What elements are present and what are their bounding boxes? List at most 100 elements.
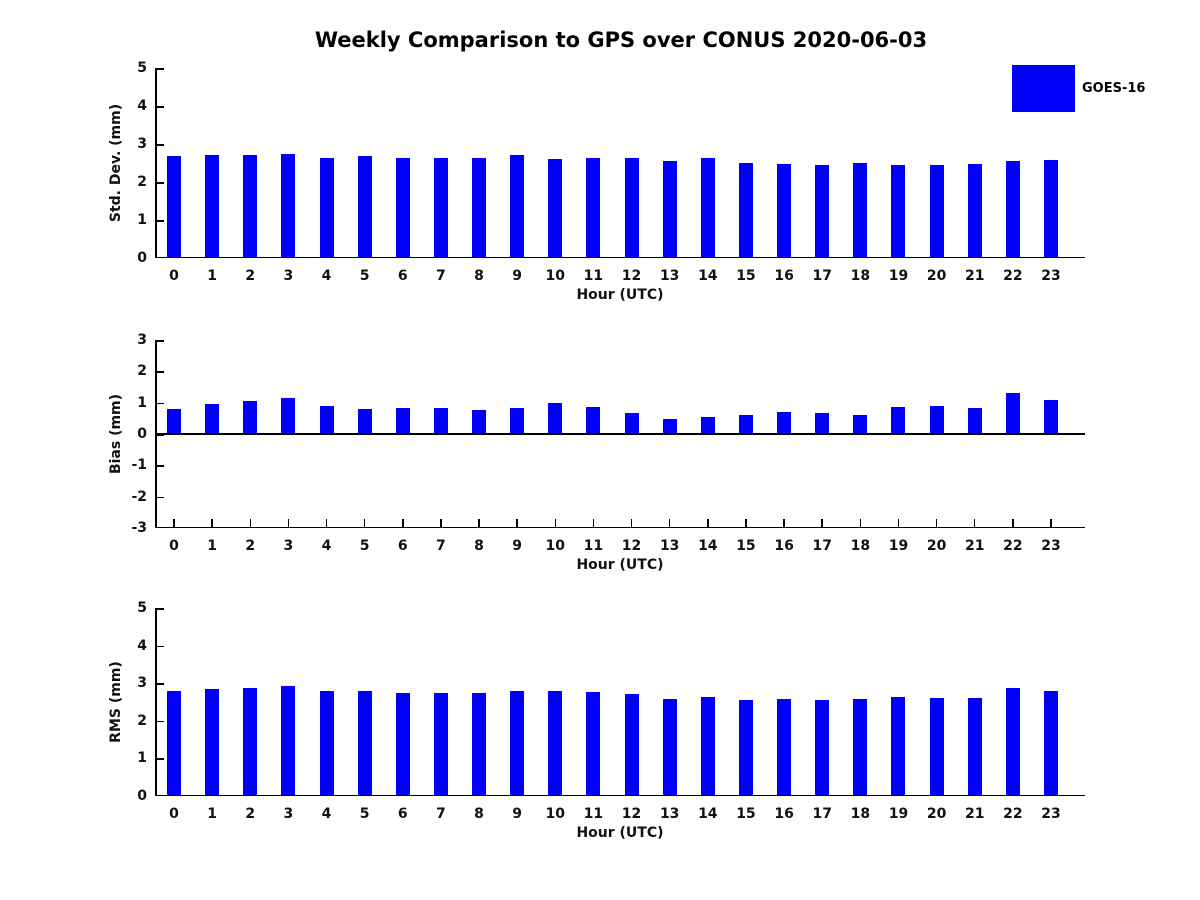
bar-hour-9 <box>510 408 525 434</box>
x-axis-label-stddev: Hour (UTC) <box>576 287 664 303</box>
x-tick-label: 18 <box>850 268 871 284</box>
legend-swatch-goes16 <box>1012 65 1075 112</box>
x-tick-label: 9 <box>512 538 523 554</box>
bar-hour-21 <box>967 164 982 258</box>
x-tick-label: 19 <box>888 538 909 554</box>
bar-hour-8 <box>472 693 487 796</box>
x-tick <box>592 519 595 528</box>
chart-title: Weekly Comparison to GPS over CONUS 2020… <box>314 28 928 52</box>
bar-hour-18 <box>853 415 868 434</box>
bar-hour-1 <box>205 154 220 258</box>
bar-hour-21 <box>967 698 982 796</box>
x-tick-label: 3 <box>283 538 294 554</box>
x-tick-label: 5 <box>359 268 370 284</box>
y-tick <box>155 402 164 405</box>
bar-hour-17 <box>815 164 830 258</box>
bar-hour-5 <box>357 691 372 796</box>
bar-hour-5 <box>357 408 372 434</box>
bar-hour-4 <box>319 157 334 258</box>
x-tick-label: 23 <box>1041 268 1061 284</box>
bar-hour-6 <box>395 693 410 796</box>
y-tick <box>155 182 164 184</box>
bar-hour-9 <box>510 155 525 258</box>
y-tick <box>155 645 164 648</box>
bar-hour-0 <box>167 155 181 258</box>
x-tick-label: 12 <box>621 806 642 822</box>
x-tick <box>783 519 785 528</box>
x-tick <box>325 519 328 528</box>
x-tick-label: 16 <box>774 268 794 284</box>
y-tick-label: 3 <box>137 136 147 152</box>
bar-hour-7 <box>433 158 448 258</box>
bar-hour-14 <box>700 696 715 796</box>
y-tick <box>155 720 164 723</box>
x-tick-label: 18 <box>850 538 871 554</box>
bar-hour-11 <box>586 406 601 434</box>
bar-hour-17 <box>815 413 830 434</box>
bar-hour-14 <box>700 417 715 434</box>
x-tick-label: 14 <box>698 268 718 284</box>
bar-hour-9 <box>510 690 525 796</box>
legend: GOES-16 <box>1012 65 1145 112</box>
x-tick <box>516 519 518 528</box>
y-tick <box>155 144 164 146</box>
x-tick-label: 2 <box>245 268 256 284</box>
x-tick <box>821 519 823 528</box>
y-tick-label: 0 <box>137 788 147 804</box>
y-tick <box>155 608 164 610</box>
x-tick-label: 9 <box>512 268 523 284</box>
bar-hour-20 <box>929 164 944 258</box>
bar-hour-16 <box>777 412 792 434</box>
bar-hour-13 <box>662 161 677 258</box>
bar-hour-16 <box>777 163 792 258</box>
x-axis-spine <box>155 256 1085 258</box>
y-tick-label: 2 <box>137 712 147 729</box>
y-tick <box>155 434 164 436</box>
y-tick-label: 4 <box>137 637 147 654</box>
y-tick-label: 1 <box>137 394 147 411</box>
y-tick <box>155 758 164 760</box>
y-tick <box>155 465 164 467</box>
x-tick <box>173 519 175 528</box>
bar-hour-19 <box>891 165 906 258</box>
bar-hour-2 <box>243 687 258 796</box>
bar-hour-19 <box>891 406 906 434</box>
x-tick-label: 17 <box>812 538 832 554</box>
bar-hour-13 <box>662 698 677 796</box>
x-tick <box>935 519 938 528</box>
x-tick <box>363 519 366 528</box>
bar-hour-3 <box>281 685 296 796</box>
bar-hour-6 <box>395 407 410 434</box>
x-tick <box>287 519 290 528</box>
x-axis-label-bias: Hour (UTC) <box>576 557 664 573</box>
x-tick-label: 7 <box>436 538 446 554</box>
bar-hour-23 <box>1043 160 1058 258</box>
x-tick-label: 12 <box>621 268 642 284</box>
x-tick <box>1012 519 1014 528</box>
x-tick-label: 0 <box>169 268 179 284</box>
x-tick-label: 11 <box>583 268 604 284</box>
x-tick <box>554 519 557 528</box>
x-tick-label: 3 <box>283 806 294 822</box>
x-tick <box>249 519 251 528</box>
y-tick-label: 0 <box>137 250 147 266</box>
x-tick-label: 21 <box>964 538 985 554</box>
y-tick-label: -3 <box>131 520 147 536</box>
bar-hour-10 <box>548 158 563 258</box>
y-tick-label: 2 <box>137 174 147 190</box>
x-tick-label: 20 <box>926 268 947 284</box>
bar-hour-15 <box>738 414 753 434</box>
x-tick <box>402 519 404 528</box>
zero-line <box>155 433 1085 435</box>
x-tick <box>973 519 976 528</box>
legend-label-goes16: GOES-16 <box>1082 81 1146 96</box>
y-tick-label: 3 <box>137 675 147 692</box>
y-axis-spine <box>155 608 157 796</box>
bar-hour-6 <box>395 158 410 258</box>
bar-hour-0 <box>167 690 181 796</box>
plot-area-rms: 0 1 2 3 4 5 0 1 2 3 4 5 6 7 8 9 10 11 12 13 14 15 16 17 18 19 20 21… <box>137 600 1085 822</box>
x-tick <box>1050 519 1052 528</box>
bar-hour-12 <box>624 413 639 434</box>
y-tick <box>155 220 164 222</box>
bar-hour-7 <box>433 407 448 434</box>
